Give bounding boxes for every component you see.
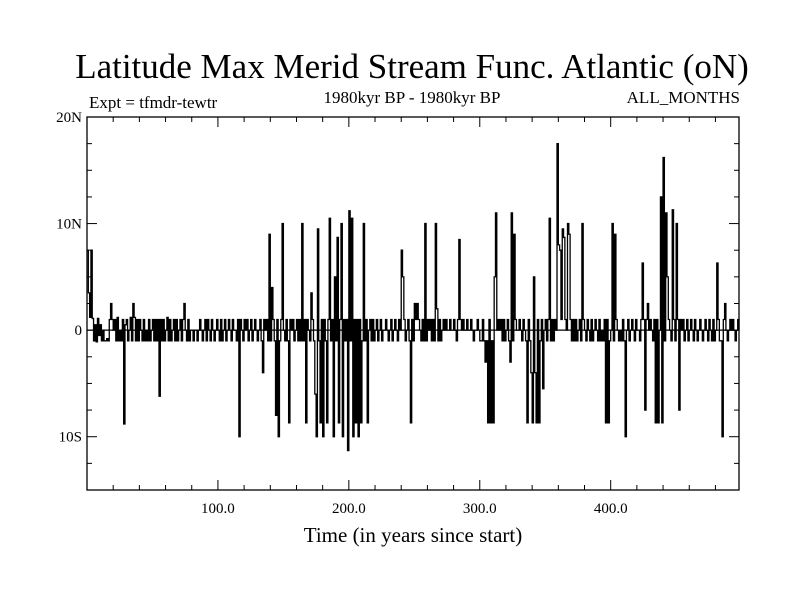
plot-frame bbox=[86, 116, 740, 491]
x-axis-ticks: 100.0 200.0 300.0 400.0 bbox=[112, 117, 716, 517]
chart-title: Latitude Max Merid Stream Func. Atlantic… bbox=[75, 47, 749, 86]
x-tick-label: 300.0 bbox=[463, 501, 497, 517]
x-axis-label: Time (in years since start) bbox=[304, 523, 523, 547]
y-tick-label: 0 bbox=[75, 323, 83, 339]
series-group bbox=[87, 142, 740, 452]
y-tick-label: 20N bbox=[56, 110, 82, 126]
x-tick-label: 200.0 bbox=[332, 501, 366, 517]
y-tick-label: 10S bbox=[59, 430, 82, 446]
experiment-label: Expt = tfmdr-tewtr bbox=[89, 93, 218, 112]
months-label: ALL_MONTHS bbox=[627, 88, 740, 107]
x-tick-label: 100.0 bbox=[201, 501, 235, 517]
x-tick-label: 400.0 bbox=[594, 501, 628, 517]
y-axis-ticks: 20N 10N 0 10S bbox=[56, 110, 739, 491]
series-line bbox=[87, 142, 740, 452]
y-tick-label: 10N bbox=[56, 217, 82, 233]
period-label: 1980kyr BP - 1980kyr BP bbox=[324, 88, 501, 107]
